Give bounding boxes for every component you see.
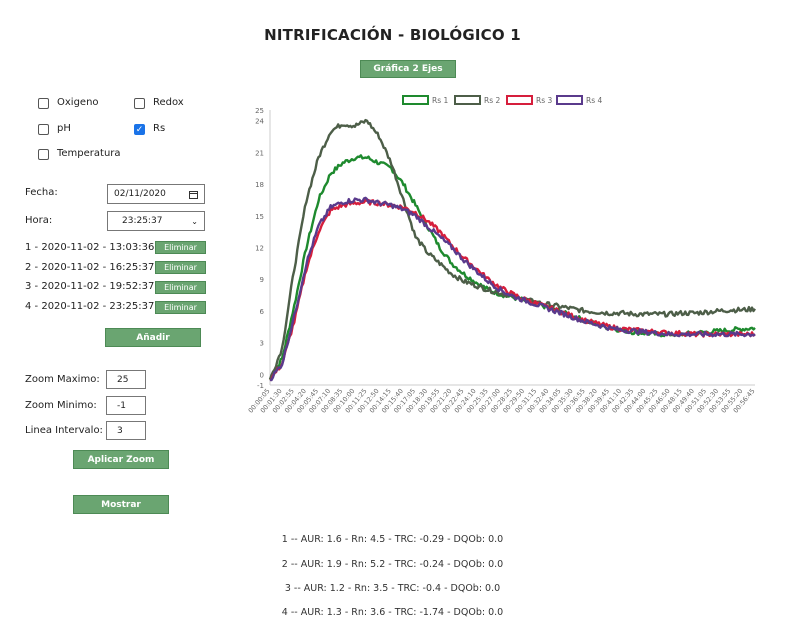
rs-label: Rs	[153, 123, 166, 134]
interval-input[interactable]: 3	[106, 421, 146, 440]
delete-record-button[interactable]: Eliminar	[155, 281, 206, 294]
y-tick-label: 18	[255, 181, 264, 189]
add-button[interactable]: Añadir	[105, 328, 201, 347]
legend-label: Rs 3	[536, 96, 553, 105]
record-label: 3 - 2020-11-02 - 19:52:37	[25, 281, 155, 292]
hora-select[interactable]: 23:25:37 ⌄	[107, 211, 205, 231]
result-line: 2 -- AUR: 1.9 - Rn: 5.2 - TRC: -0.24 - D…	[281, 559, 504, 570]
interval-label: Linea Intervalo:	[25, 425, 103, 436]
record-label: 1 - 2020-11-02 - 13:03:36	[25, 242, 155, 253]
rs-line-chart: -1036912151821242500:00:0500:01:3000:02:…	[247, 95, 757, 415]
series-line-rs-3	[269, 198, 756, 382]
delete-record-button[interactable]: Eliminar	[155, 241, 206, 254]
y-tick-label: 0	[260, 371, 264, 379]
show-button[interactable]: Mostrar	[73, 495, 169, 514]
record-label: 2 - 2020-11-02 - 16:25:37	[25, 262, 155, 273]
zoom-max-value: 25	[117, 374, 129, 385]
temperatura-checkbox[interactable]	[38, 149, 49, 160]
redox-label: Redox	[153, 97, 184, 108]
y-tick-label: 12	[255, 245, 264, 253]
redox-checkbox[interactable]	[134, 98, 145, 109]
zoom-min-input[interactable]: -1	[106, 396, 146, 415]
ph-label: pH	[57, 123, 71, 134]
series-line-rs-4	[269, 196, 756, 382]
legend-label: Rs 4	[586, 96, 603, 105]
record-label: 4 - 2020-11-02 - 23:25:37	[25, 301, 155, 312]
legend-label: Rs 1	[432, 96, 449, 105]
temperatura-label: Temperatura	[57, 148, 121, 159]
y-tick-label: 21	[255, 149, 264, 157]
oxigeno-label: Oxigeno	[57, 97, 99, 108]
zoom-max-input[interactable]: 25	[106, 370, 146, 389]
apply-zoom-button[interactable]: Aplicar Zoom	[73, 450, 169, 469]
y-tick-label: -1	[257, 382, 264, 390]
interval-value: 3	[117, 425, 123, 436]
page-title: NITRIFICACIÓN - BIOLÓGICO 1	[264, 26, 521, 44]
delete-record-button[interactable]: Eliminar	[155, 261, 206, 274]
rs-checkbox[interactable]: ✓	[134, 124, 145, 135]
fecha-value: 02/11/2020	[114, 189, 166, 199]
legend-label: Rs 2	[484, 96, 501, 105]
ph-checkbox[interactable]	[38, 124, 49, 135]
legend-swatch-rs-2	[454, 95, 481, 105]
hora-label: Hora:	[25, 215, 53, 226]
checkmark-icon: ✓	[135, 125, 144, 135]
y-tick-label: 25	[255, 107, 264, 115]
hora-value: 23:25:37	[122, 216, 163, 226]
y-tick-label: 6	[260, 308, 265, 316]
legend-swatch-rs-3	[506, 95, 533, 105]
delete-record-button[interactable]: Eliminar	[155, 301, 206, 314]
zoom-min-value: -1	[117, 400, 126, 411]
result-line: 3 -- AUR: 1.2 - Rn: 3.5 - TRC: -0.4 - DQ…	[284, 583, 501, 594]
legend-swatch-rs-1	[402, 95, 429, 105]
calendar-icon[interactable]	[189, 190, 198, 199]
y-tick-label: 24	[255, 118, 264, 126]
chevron-down-icon: ⌄	[191, 216, 198, 226]
dual-axis-chart-button[interactable]: Gráfica 2 Ejes	[360, 60, 456, 78]
fecha-date-input[interactable]: 02/11/2020	[107, 184, 205, 204]
y-tick-label: 3	[260, 340, 264, 348]
result-line: 4 -- AUR: 1.3 - Rn: 3.6 - TRC: -1.74 - D…	[281, 607, 504, 618]
legend-swatch-rs-4	[556, 95, 583, 105]
zoom-min-label: Zoom Minimo:	[25, 400, 97, 411]
series-line-rs-2	[268, 118, 756, 380]
series-line-rs-1	[268, 154, 756, 381]
result-line: 1 -- AUR: 1.6 - Rn: 4.5 - TRC: -0.29 - D…	[281, 534, 504, 545]
y-tick-label: 15	[255, 213, 264, 221]
fecha-label: Fecha:	[25, 187, 58, 198]
oxigeno-checkbox[interactable]	[38, 98, 49, 109]
zoom-max-label: Zoom Maximo:	[25, 374, 100, 385]
y-tick-label: 9	[260, 276, 264, 284]
